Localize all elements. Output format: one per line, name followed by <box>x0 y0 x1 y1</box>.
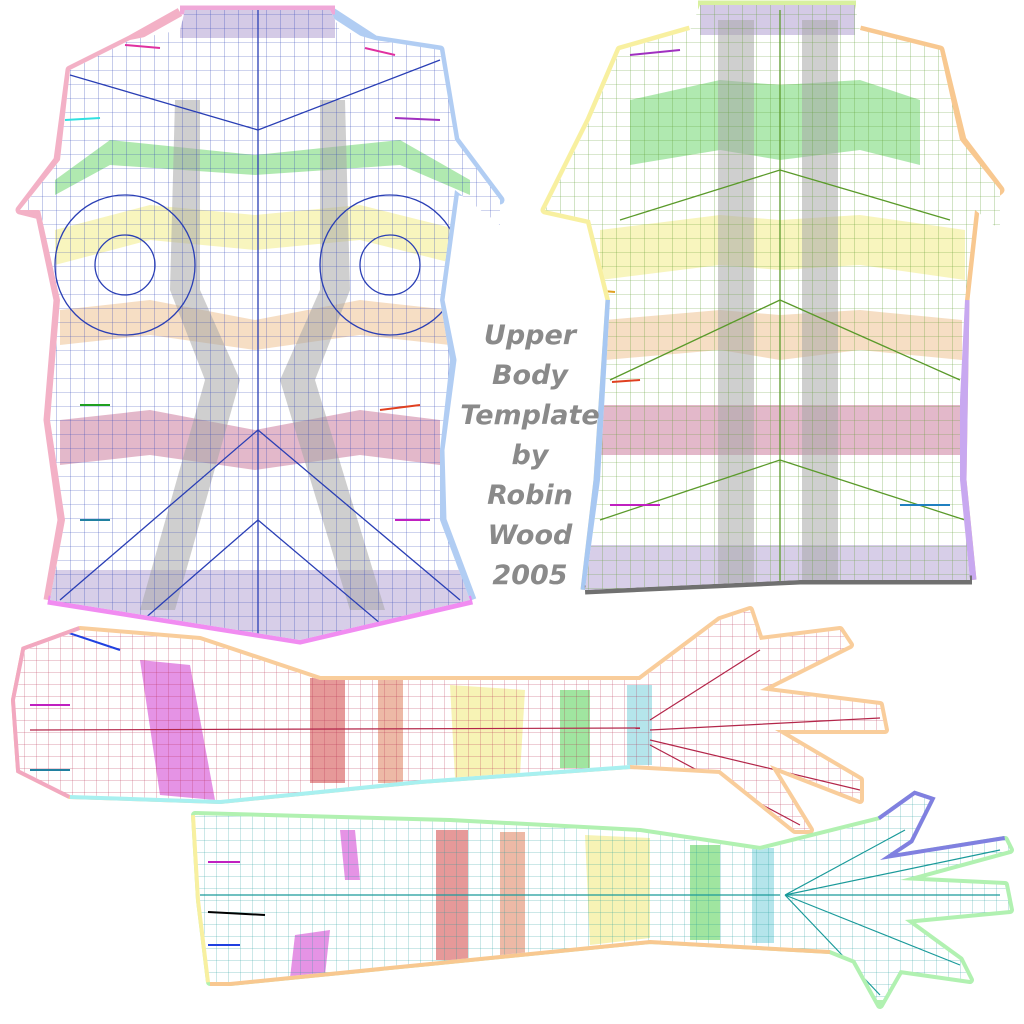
caption-line-by: by <box>511 440 549 471</box>
front-torso-map <box>15 5 505 645</box>
back-torso-map <box>540 0 1005 595</box>
arm-top-map <box>10 606 889 834</box>
arm-bottom-map <box>191 790 1014 1009</box>
template-caption: Upper Body Template by Robin Wood 2005 <box>452 316 608 596</box>
back-torso-outline-right-lower <box>957 299 977 581</box>
caption-line-year: 2005 <box>492 560 568 591</box>
caption-line-body: Body <box>491 360 569 391</box>
caption-line-template: Template <box>460 400 600 431</box>
caption-line-wood: Wood <box>487 520 573 551</box>
caption-line-robin: Robin <box>487 480 573 511</box>
back-torso-outline-left-lower <box>580 299 615 591</box>
caption-line-upper: Upper <box>483 320 577 351</box>
